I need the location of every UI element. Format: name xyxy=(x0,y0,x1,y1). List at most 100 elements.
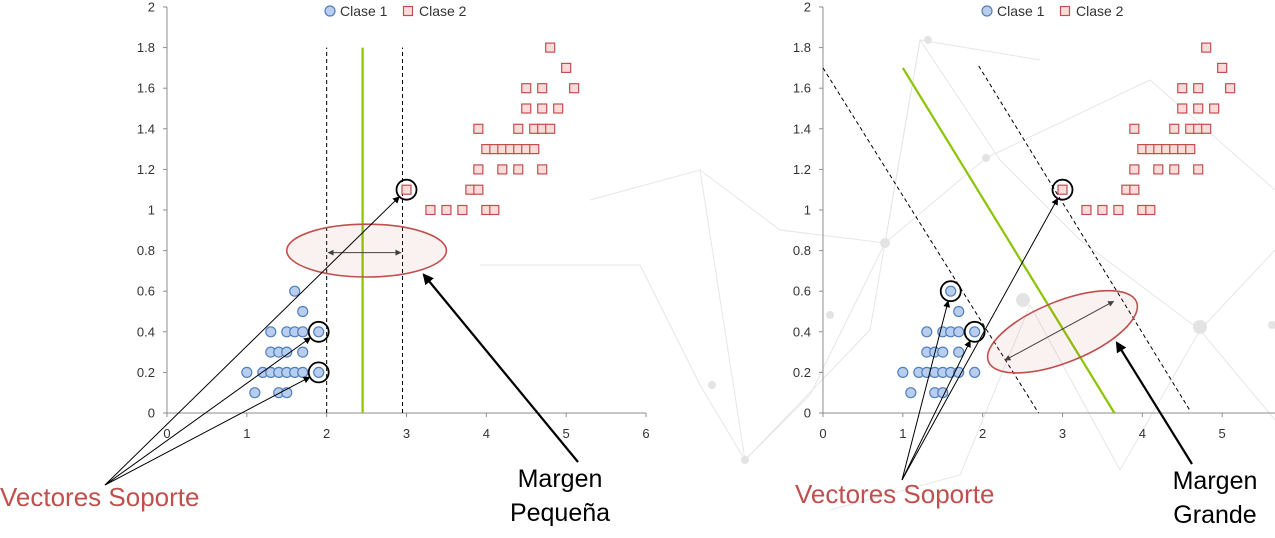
y-tick-label: 0.6 xyxy=(793,284,811,299)
margin-label-line: Margen xyxy=(1173,467,1258,495)
point-clase-2 xyxy=(1193,103,1204,114)
point-clase-2 xyxy=(489,204,500,216)
point-clase-1 xyxy=(905,387,917,399)
point-clase-2 xyxy=(553,103,564,114)
y-tick-label: 0.4 xyxy=(793,324,811,339)
point-clase-2 xyxy=(473,164,484,175)
y-tick-label: 2 xyxy=(804,0,811,15)
margin-label-line: Grande xyxy=(1173,501,1256,529)
point-clase-2 xyxy=(1201,123,1212,134)
y-tick-label: 0.4 xyxy=(137,324,155,339)
point-clase-2 xyxy=(1193,83,1204,94)
point-clase-2 xyxy=(1057,184,1068,195)
support-vector-pointer xyxy=(901,300,951,481)
x-tick-label: 1 xyxy=(243,426,250,441)
point-clase-2 xyxy=(561,62,572,74)
legend-label-clase-1: Clase 1 xyxy=(340,3,388,19)
point-clase-2 xyxy=(497,164,508,175)
point-clase-2 xyxy=(1185,144,1196,155)
point-clase-1 xyxy=(945,285,957,297)
point-clase-2 xyxy=(401,184,412,195)
y-tick-label: 1.8 xyxy=(793,40,811,55)
point-clase-1 xyxy=(921,326,933,338)
point-clase-1 xyxy=(241,366,253,378)
support-vector-pointer xyxy=(901,340,971,481)
point-clase-1 xyxy=(289,285,301,297)
support-vector-pointer xyxy=(104,376,311,486)
point-clase-2 xyxy=(529,144,540,155)
point-clase-1 xyxy=(953,305,965,318)
point-clase-2 xyxy=(537,164,548,175)
point-clase-2 xyxy=(569,83,580,94)
support-vector-circle xyxy=(307,320,330,343)
point-clase-1 xyxy=(313,326,325,338)
point-clase-2 xyxy=(1153,164,1164,175)
support-vector-pointer xyxy=(901,197,1059,481)
x-tick-label: 5 xyxy=(563,426,570,441)
x-tick-label: 4 xyxy=(483,426,490,441)
chart-large-margin: 0 0.2 0.4 0.6 0.8 1 1.2 1.4 1.6 1.8 2 0 1 2 3 4 5 Vectore… xyxy=(793,0,1275,529)
point-clase-1 xyxy=(969,366,981,378)
point-clase-1 xyxy=(297,366,309,378)
margin-line xyxy=(822,67,1039,414)
point-clase-2 xyxy=(1177,83,1188,94)
y-tick-label: 2 xyxy=(148,0,155,15)
y-tick-label: 1.6 xyxy=(793,81,811,96)
y-tick-label: 1 xyxy=(148,203,155,218)
y-tick-label: 1 xyxy=(804,203,811,218)
legend-marker-clase-1 xyxy=(981,5,993,17)
point-clase-1 xyxy=(937,346,949,358)
support-vectors-label: Vectores Soporte xyxy=(0,482,199,512)
support-vector-pointer xyxy=(104,337,312,486)
point-clase-2 xyxy=(545,42,556,53)
y-tick-label: 0.2 xyxy=(137,365,155,380)
y-tick-label: 1.6 xyxy=(137,81,155,96)
x-tick-label: 0 xyxy=(163,426,170,441)
point-clase-2 xyxy=(1129,184,1140,195)
y-tick-label: 0.2 xyxy=(793,365,811,380)
point-clase-2 xyxy=(513,164,524,175)
x-tick-label: 2 xyxy=(323,426,330,441)
x-tick-label: 4 xyxy=(1139,426,1146,441)
y-tick-label: 0 xyxy=(148,406,155,421)
margin-ellipse xyxy=(285,223,448,278)
legend-label-clase-2: Clase 2 xyxy=(419,3,467,19)
support-vectors-label: Vectores Soporte xyxy=(795,479,994,509)
support-vector-circle xyxy=(1051,178,1074,201)
x-tick-label: 3 xyxy=(403,426,410,441)
background-network-decoration xyxy=(480,38,1275,511)
margin-label: Margen Pequeña xyxy=(510,465,610,527)
point-clase-2 xyxy=(1201,42,1212,53)
point-clase-2 xyxy=(1209,103,1220,114)
point-clase-2 xyxy=(1097,204,1108,216)
point-clase-2 xyxy=(1169,164,1180,175)
point-clase-2 xyxy=(473,184,484,195)
point-clase-2 xyxy=(1129,123,1140,134)
x-tick-label: 5 xyxy=(1219,426,1226,441)
point-clase-1 xyxy=(297,305,309,318)
point-clase-2 xyxy=(545,123,556,134)
point-clase-2 xyxy=(1129,164,1140,175)
point-clase-2 xyxy=(521,103,532,114)
y-tick-label: 1.8 xyxy=(137,40,155,55)
point-clase-2 xyxy=(1217,62,1228,74)
point-clase-1 xyxy=(953,326,965,338)
point-clase-2 xyxy=(425,204,436,216)
point-clase-1 xyxy=(249,387,261,399)
x-tick-label: 3 xyxy=(1059,426,1066,441)
legend-label-clase-2: Clase 2 xyxy=(1076,3,1124,19)
x-tick-label: 0 xyxy=(819,426,826,441)
legend: Clase 1 Clase 2 xyxy=(981,3,1124,19)
point-clase-2 xyxy=(537,103,548,114)
point-clase-1 xyxy=(953,346,965,358)
point-clase-2 xyxy=(1169,123,1180,134)
y-tick-label: 1.2 xyxy=(137,162,155,177)
legend-marker-clase-2 xyxy=(402,5,414,17)
x-tick-label: 1 xyxy=(899,426,906,441)
point-clase-2 xyxy=(513,123,524,134)
margin-label-pointer xyxy=(422,273,579,463)
point-clase-1 xyxy=(265,326,277,338)
margin-label-line: Pequeña xyxy=(510,499,610,527)
point-clase-2 xyxy=(1081,204,1092,216)
